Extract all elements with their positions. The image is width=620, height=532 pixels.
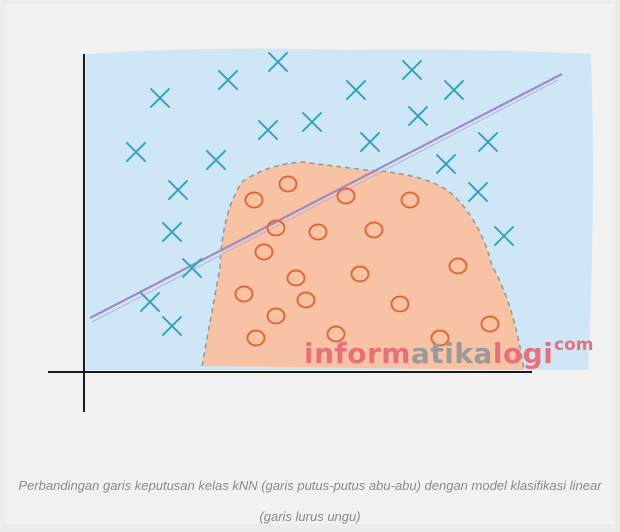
- knn-decision-boundary: [201, 161, 525, 371]
- cross-marker: [444, 80, 464, 100]
- cross-marker: [346, 80, 366, 100]
- cross-markers: [126, 52, 514, 336]
- decision-boundary-diagram: [48, 48, 593, 412]
- circle-marker: [266, 307, 286, 325]
- cross-marker: [478, 132, 498, 152]
- figure-caption: Perbandingan garis keputusan kelas kNN (…: [18, 478, 602, 524]
- cross-marker: [468, 182, 488, 202]
- circle-marker: [286, 269, 306, 287]
- circle-marker: [254, 243, 274, 261]
- cross-marker: [206, 150, 226, 170]
- cross-marker: [218, 70, 238, 90]
- cross-marker: [402, 60, 422, 80]
- cross-marker: [140, 292, 160, 312]
- cross-marker: [182, 258, 202, 278]
- circle-marker: [448, 257, 468, 275]
- circle-marker: [308, 223, 328, 241]
- circle-marker: [390, 295, 410, 313]
- circle-marker: [364, 221, 384, 239]
- cross-marker: [168, 180, 188, 200]
- cross-marker: [150, 88, 170, 108]
- cross-marker: [408, 106, 428, 126]
- circle-marker: [350, 265, 370, 283]
- circle-marker: [400, 191, 420, 209]
- cross-marker: [268, 52, 288, 72]
- cross-marker: [162, 316, 182, 336]
- circle-marker: [326, 325, 346, 343]
- circle-marker: [278, 175, 298, 193]
- linear-decision-boundary: [89, 73, 563, 319]
- cross-marker: [436, 154, 456, 174]
- cross-marker: [360, 132, 380, 152]
- circle-marker: [296, 291, 316, 309]
- circle-marker: [234, 285, 254, 303]
- circle-marker: [480, 315, 500, 333]
- watermark-suffix: com: [554, 335, 594, 355]
- circle-marker: [246, 329, 266, 347]
- cross-marker: [126, 142, 146, 162]
- cross-marker: [302, 112, 322, 132]
- cross-marker: [162, 222, 182, 242]
- circle-marker: [266, 219, 286, 237]
- circle-marker: [336, 187, 356, 205]
- cross-marker: [494, 226, 514, 246]
- watermark-logo: informatikalogi: [304, 337, 554, 370]
- circle-marker: [244, 191, 264, 209]
- cross-marker: [258, 120, 278, 140]
- figure: informatikalogi com Perbandingan garis k…: [6, 4, 614, 524]
- circle-marker: [430, 329, 450, 347]
- circle-markers: [234, 175, 500, 347]
